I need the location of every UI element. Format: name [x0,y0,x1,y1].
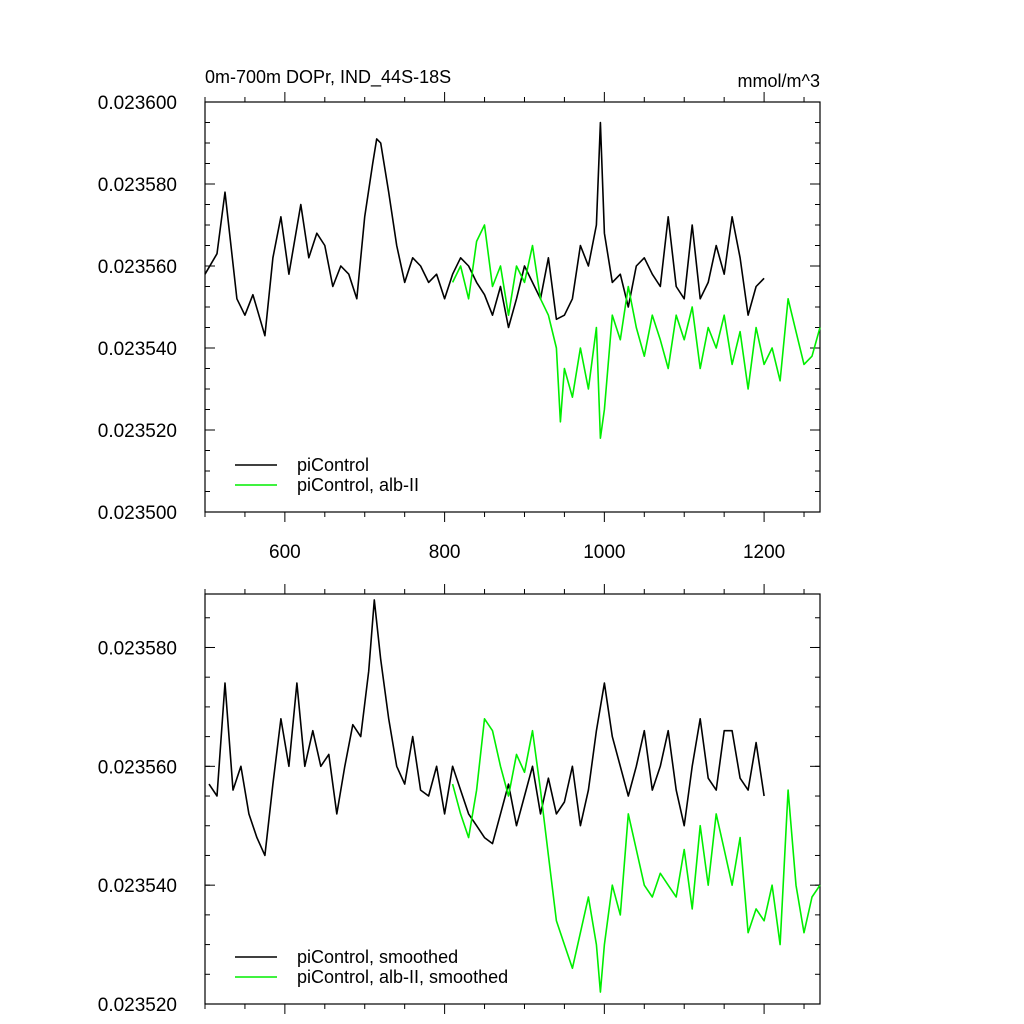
y-tick-label: 0.023560 [98,257,177,278]
plot-frame [204,593,821,1005]
series-layer [208,599,821,993]
y-tick-label: 0.023520 [98,995,177,1016]
x-tick-label: 800 [429,542,461,563]
y-tick-label: 0.023520 [98,421,177,442]
y-tick-label: 0.023560 [98,757,177,778]
y-tick-label: 0.023600 [98,93,177,114]
y-tick-label: 0.023540 [98,339,177,360]
x-axis [204,584,805,1014]
x-tick-label: 1000 [583,542,625,563]
series-line-picontrol [208,599,765,857]
legend-label: piControl [297,455,369,475]
y-tick-label: 0.023540 [98,876,177,897]
top-chart-panel: 0m-700m DOPr, IND_44S-18S mmol/m^3 0.023… [98,67,821,563]
series-line-picontrol [204,121,765,337]
y-tick-label: 0.023580 [98,175,177,196]
legend-label: piControl, alb-II, smoothed [297,967,508,987]
chart-title: 0m-700m DOPr, IND_44S-18S [205,67,451,88]
series-layer [204,121,821,440]
x-tick-label: 600 [269,542,301,563]
legend-label: piControl, smoothed [297,947,458,967]
plot-frame [204,101,821,513]
legend-label: piControl, alb-II [297,475,419,495]
series-line-alb-ii [451,224,821,440]
y-tick-label: 0.023580 [98,638,177,659]
units-label: mmol/m^3 [738,71,820,91]
x-axis: 600 800 1000 1200 [204,92,805,563]
x-tick-label: 1200 [743,542,785,563]
y-axis: 0.023520 0.023540 0.023560 0.023580 [98,617,820,1016]
bottom-chart-panel: 0.023520 0.023540 0.023560 0.023580 piContr… [98,584,821,1016]
series-line-alb-ii [451,717,821,993]
y-axis: 0.023500 0.023520 0.023540 0.023560 0.023580… [98,93,820,524]
y-tick-label: 0.023500 [98,503,177,524]
